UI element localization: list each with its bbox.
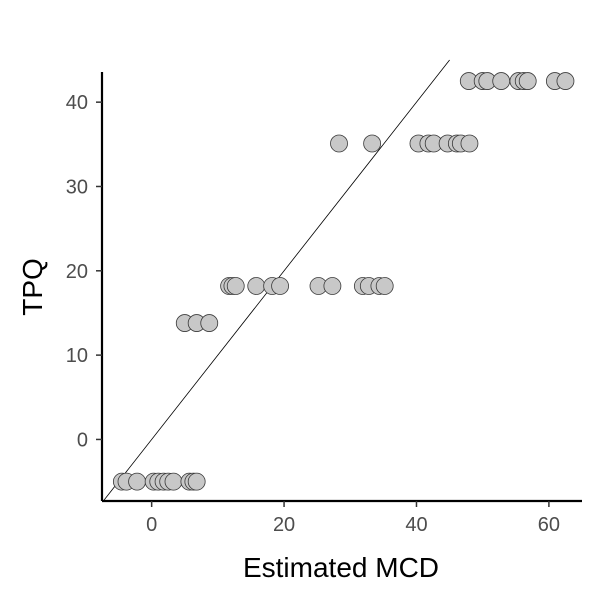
y-tick-label: 0 [77,429,88,451]
data-point [323,277,342,295]
data-point [518,72,537,90]
y-axis-title: TPQ [17,258,48,316]
data-point [363,134,382,153]
x-tick-label: 60 [538,514,560,536]
x-tick-label: 0 [146,514,157,536]
data-point [460,134,479,153]
data-point [164,472,183,491]
x-tick-label: 40 [405,514,427,536]
data-point [330,134,348,153]
data-point [187,472,206,491]
y-tick-label: 20 [66,261,88,283]
plot-area [103,59,575,502]
y-tick-label: 40 [66,92,88,114]
data-point [247,277,266,295]
y-axis-ticks: 0 10 20 30 40 [66,92,102,451]
data-point [128,472,146,491]
data-point [271,277,289,295]
x-axis-ticks: 0 20 40 60 [146,501,560,536]
x-axis-title: Estimated MCD [243,552,439,583]
data-point [226,277,245,295]
data-point [556,72,575,90]
y-tick-label: 10 [66,345,88,367]
x-tick-label: 20 [273,514,295,536]
y-tick-label: 30 [66,176,88,198]
data-point [375,277,394,295]
data-point [492,72,511,90]
points-layer [112,72,575,491]
data-point [200,314,219,332]
